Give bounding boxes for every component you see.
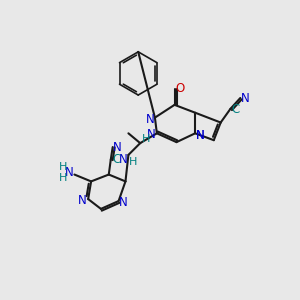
Text: N: N <box>78 194 87 207</box>
Text: H: H <box>58 173 67 184</box>
Text: N: N <box>147 128 155 141</box>
Text: N: N <box>119 196 128 208</box>
Text: N: N <box>65 166 74 179</box>
Text: C: C <box>112 153 121 166</box>
Text: N: N <box>196 129 204 142</box>
Text: H: H <box>58 162 67 172</box>
Text: N: N <box>119 153 128 166</box>
Text: C: C <box>231 103 239 116</box>
Text: N: N <box>146 113 154 126</box>
Text: H: H <box>129 157 137 167</box>
Text: N: N <box>113 141 122 154</box>
Text: N: N <box>196 129 204 142</box>
Text: H: H <box>142 134 150 144</box>
Text: N: N <box>241 92 250 106</box>
Text: O: O <box>176 82 185 95</box>
